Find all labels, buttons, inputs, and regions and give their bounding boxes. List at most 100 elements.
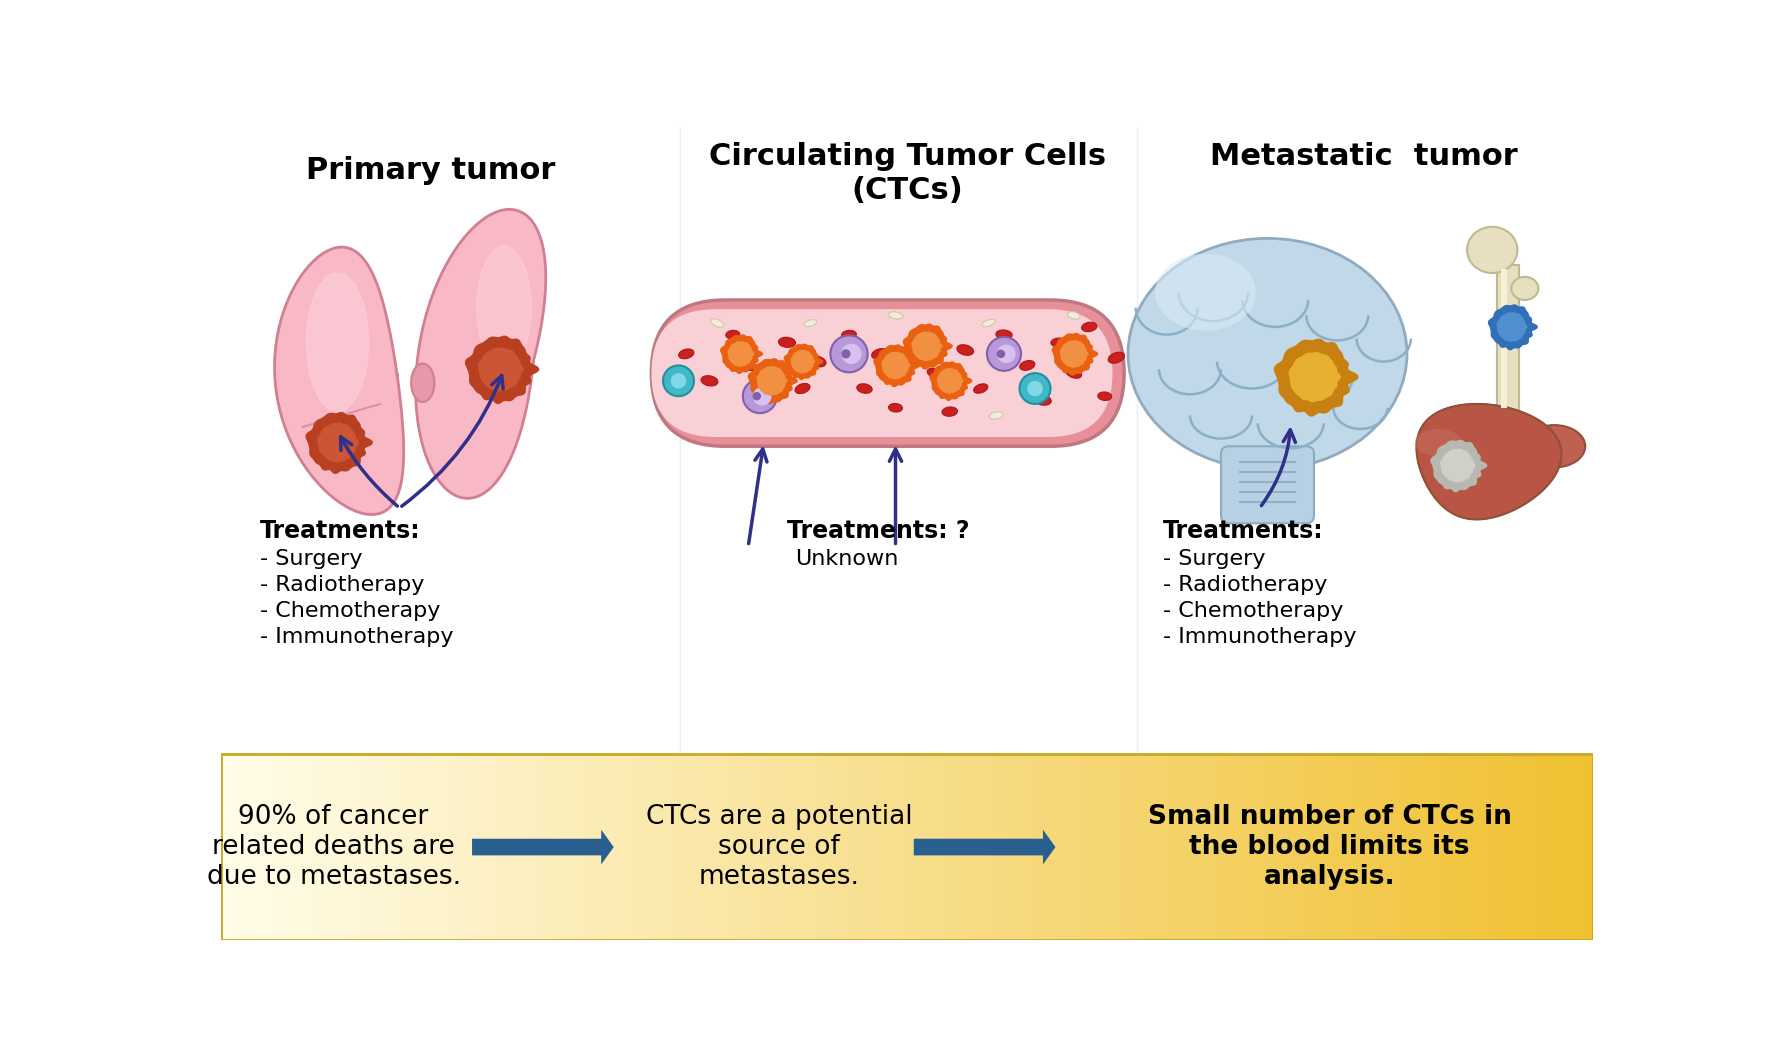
Bar bbox=[929, 754, 936, 940]
Bar bbox=[1269, 754, 1274, 940]
Text: CTCs are a potential
source of
metastases.: CTCs are a potential source of metastase… bbox=[646, 804, 913, 890]
Ellipse shape bbox=[1020, 360, 1035, 371]
Text: Treatments:: Treatments: bbox=[260, 520, 421, 544]
Bar bbox=[336, 754, 342, 940]
Bar bbox=[834, 754, 841, 940]
Text: - Chemotherapy: - Chemotherapy bbox=[260, 601, 441, 621]
Bar bbox=[1359, 754, 1366, 940]
Bar bbox=[796, 754, 804, 940]
Bar bbox=[395, 754, 402, 940]
Bar bbox=[248, 754, 255, 940]
Bar bbox=[550, 754, 556, 940]
Bar bbox=[510, 754, 515, 940]
Ellipse shape bbox=[1156, 253, 1257, 331]
Bar bbox=[756, 754, 763, 940]
Polygon shape bbox=[274, 247, 404, 514]
Bar bbox=[1058, 754, 1064, 940]
Bar bbox=[568, 754, 575, 940]
Bar bbox=[221, 754, 227, 940]
Bar bbox=[862, 754, 867, 940]
Bar bbox=[1159, 754, 1165, 940]
Polygon shape bbox=[1416, 404, 1561, 520]
Bar bbox=[253, 754, 260, 940]
Polygon shape bbox=[1441, 450, 1474, 482]
Bar bbox=[363, 754, 370, 940]
Bar bbox=[752, 754, 758, 940]
Bar bbox=[1200, 754, 1205, 940]
Bar bbox=[1232, 754, 1237, 940]
Bar bbox=[889, 754, 896, 940]
Bar bbox=[591, 754, 598, 940]
Bar bbox=[1575, 754, 1581, 940]
Bar bbox=[435, 754, 442, 940]
Bar bbox=[1296, 754, 1303, 940]
Ellipse shape bbox=[752, 386, 772, 406]
Polygon shape bbox=[903, 324, 952, 369]
Ellipse shape bbox=[1020, 373, 1051, 403]
Text: - Radiotherapy: - Radiotherapy bbox=[260, 574, 425, 595]
Ellipse shape bbox=[1512, 277, 1538, 300]
Bar bbox=[605, 754, 611, 940]
Bar bbox=[1172, 754, 1179, 940]
Bar bbox=[1113, 754, 1119, 940]
Bar bbox=[866, 754, 873, 940]
Bar bbox=[1437, 754, 1444, 940]
Bar bbox=[322, 754, 327, 940]
Polygon shape bbox=[1430, 440, 1487, 491]
Bar bbox=[1021, 754, 1028, 940]
Bar bbox=[1506, 754, 1512, 940]
Bar bbox=[1451, 754, 1457, 940]
Bar bbox=[761, 754, 766, 940]
Polygon shape bbox=[1060, 341, 1089, 367]
Text: - Immunotherapy: - Immunotherapy bbox=[1163, 627, 1356, 647]
Bar bbox=[903, 754, 908, 940]
Bar bbox=[372, 754, 379, 940]
Bar bbox=[1478, 754, 1485, 940]
Bar bbox=[588, 754, 593, 940]
Bar bbox=[1443, 754, 1448, 940]
Bar bbox=[1489, 754, 1494, 940]
Bar bbox=[487, 754, 492, 940]
Polygon shape bbox=[306, 274, 368, 412]
Bar bbox=[317, 754, 324, 940]
Bar bbox=[281, 754, 287, 940]
Bar bbox=[733, 754, 740, 940]
Bar bbox=[738, 754, 743, 940]
Ellipse shape bbox=[857, 383, 873, 393]
Bar bbox=[441, 754, 446, 940]
Bar bbox=[920, 754, 927, 940]
Bar bbox=[1420, 754, 1425, 940]
Text: Circulating Tumor Cells
(CTCs): Circulating Tumor Cells (CTCs) bbox=[708, 143, 1106, 205]
Bar bbox=[527, 754, 535, 940]
Bar bbox=[1405, 754, 1412, 940]
Bar bbox=[490, 754, 497, 940]
Bar bbox=[276, 754, 281, 940]
Bar bbox=[1538, 754, 1543, 940]
FancyBboxPatch shape bbox=[651, 300, 1124, 447]
Bar bbox=[1012, 754, 1018, 940]
Polygon shape bbox=[938, 369, 963, 393]
Bar bbox=[747, 754, 754, 940]
Ellipse shape bbox=[701, 376, 719, 385]
Text: - Immunotherapy: - Immunotherapy bbox=[260, 627, 453, 647]
Bar bbox=[501, 754, 506, 940]
Bar bbox=[418, 754, 425, 940]
Bar bbox=[784, 754, 789, 940]
Polygon shape bbox=[1497, 313, 1528, 341]
Bar bbox=[1062, 754, 1069, 940]
Bar bbox=[894, 754, 899, 940]
Bar bbox=[481, 754, 489, 940]
Bar bbox=[1177, 754, 1182, 940]
Bar bbox=[623, 754, 630, 940]
Bar bbox=[542, 754, 547, 940]
Bar bbox=[943, 754, 950, 940]
Bar bbox=[912, 754, 919, 940]
Bar bbox=[1073, 754, 1078, 940]
Bar bbox=[885, 754, 890, 940]
Bar bbox=[995, 754, 1000, 940]
Bar bbox=[729, 754, 735, 940]
Bar bbox=[235, 754, 241, 940]
Bar bbox=[377, 754, 382, 940]
Bar bbox=[963, 754, 968, 940]
Ellipse shape bbox=[942, 407, 958, 416]
